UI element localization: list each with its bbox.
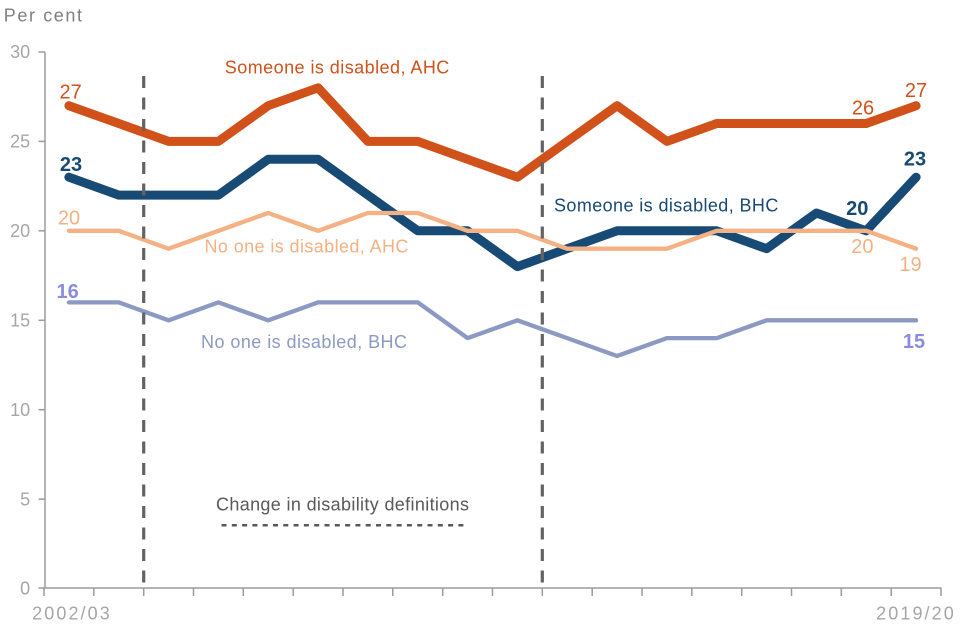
svg-text:0: 0 <box>20 578 30 598</box>
svg-text:27: 27 <box>905 80 927 102</box>
svg-text:20: 20 <box>851 236 873 258</box>
svg-text:5: 5 <box>20 489 30 509</box>
svg-text:15: 15 <box>903 331 925 353</box>
svg-text:20: 20 <box>58 207 80 229</box>
svg-text:Someone is disabled, AHC: Someone is disabled, AHC <box>225 57 450 77</box>
svg-text:19: 19 <box>899 254 921 276</box>
svg-text:15: 15 <box>10 311 30 331</box>
svg-text:27: 27 <box>59 81 81 103</box>
svg-text:10: 10 <box>10 400 30 420</box>
svg-text:2019/20: 2019/20 <box>876 603 956 623</box>
svg-text:25: 25 <box>10 132 30 152</box>
svg-text:No one is disabled, BHC: No one is disabled, BHC <box>201 332 407 352</box>
svg-text:23: 23 <box>904 148 926 170</box>
svg-text:23: 23 <box>60 154 82 176</box>
svg-text:Per cent: Per cent <box>4 5 84 25</box>
svg-text:No one is disabled, AHC: No one is disabled, AHC <box>205 237 409 257</box>
svg-text:30: 30 <box>10 42 30 62</box>
svg-text:Someone is disabled, BHC: Someone is disabled, BHC <box>554 195 779 215</box>
svg-text:16: 16 <box>56 281 78 303</box>
svg-text:Change in disability definitio: Change in disability definitions <box>216 494 469 514</box>
svg-text:2002/03: 2002/03 <box>32 603 112 623</box>
svg-text:20: 20 <box>10 221 30 241</box>
svg-text:20: 20 <box>846 198 868 220</box>
svg-text:26: 26 <box>852 97 874 119</box>
